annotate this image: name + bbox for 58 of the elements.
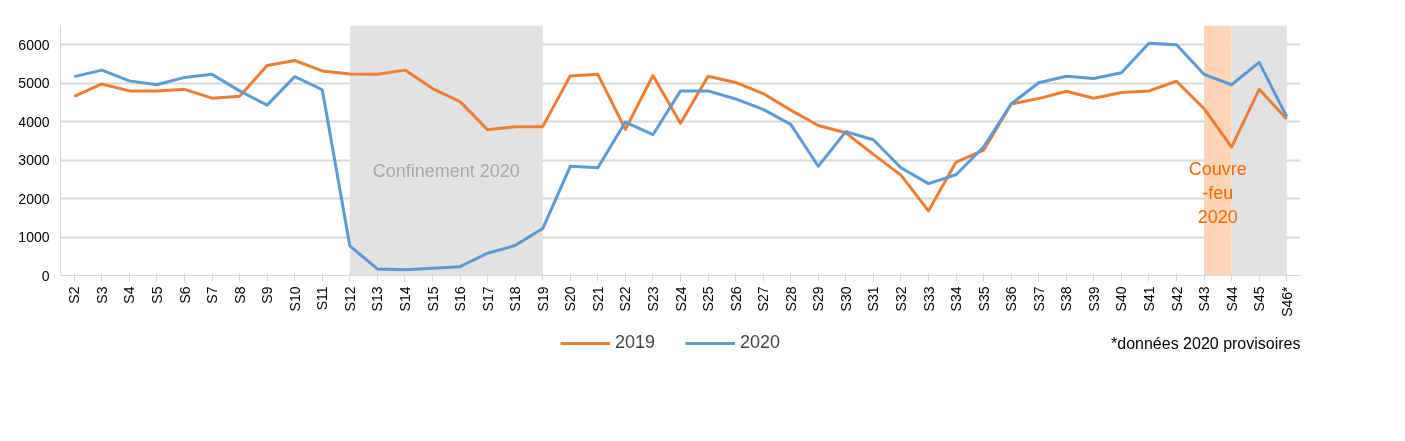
x-tick-label: S18 bbox=[507, 286, 524, 312]
x-tick-label: S4 bbox=[121, 286, 138, 304]
y-tick-label: 4000 bbox=[18, 113, 50, 130]
x-tick-label: S6 bbox=[176, 286, 193, 304]
x-tick-label: S22 bbox=[617, 286, 634, 312]
x-tick-label: S26 bbox=[727, 286, 744, 312]
x-tick-label: S45 bbox=[1251, 286, 1268, 312]
x-tick-label: S20 bbox=[562, 286, 579, 312]
text: *données 2020 provisoires bbox=[1111, 334, 1301, 352]
x-tick-label: S30 bbox=[837, 286, 854, 312]
y-tick-label: 0 bbox=[41, 267, 50, 284]
x-tick-label: S19 bbox=[534, 286, 551, 312]
x-tick-label: S46* bbox=[1278, 285, 1295, 317]
y-tick-label: 6000 bbox=[18, 36, 50, 53]
x-tick-label: S42 bbox=[1168, 286, 1185, 312]
x-tick-label: S38 bbox=[1058, 286, 1075, 312]
x-tick-label: S34 bbox=[948, 286, 965, 312]
x-tick-label: S10 bbox=[286, 286, 303, 312]
x-tick-label: S11 bbox=[314, 286, 331, 311]
x-tick-label: S16 bbox=[452, 286, 469, 312]
y-tick-label: 3000 bbox=[18, 152, 50, 169]
x-tick-label: S36 bbox=[1003, 286, 1020, 312]
x-tick-label: S12 bbox=[341, 286, 358, 312]
x-tick-label: S32 bbox=[892, 286, 909, 312]
x-tick-label: S28 bbox=[782, 286, 799, 312]
x-tick-label: S2 bbox=[66, 286, 83, 304]
x-tick-label: S21 bbox=[589, 286, 606, 312]
band-label: Couvre -feu 2020 bbox=[1188, 159, 1247, 227]
x-tick-label: S44 bbox=[1223, 286, 1240, 312]
x-tick-label: S25 bbox=[700, 286, 717, 312]
x-tick-label: S13 bbox=[369, 286, 386, 312]
x-tick-label: S9 bbox=[259, 286, 276, 304]
x-tick-label: S27 bbox=[755, 286, 772, 312]
x-tick-label: S23 bbox=[644, 286, 661, 312]
x-tick-label: S8 bbox=[231, 286, 248, 304]
x-tick-label: S31 bbox=[865, 286, 882, 312]
legend-label: 2019 bbox=[615, 332, 656, 353]
x-tick-label: S35 bbox=[975, 286, 992, 312]
x-tick-label: S43 bbox=[1196, 286, 1213, 312]
x-tick-label: S3 bbox=[93, 286, 110, 304]
x-tick-label: S7 bbox=[204, 286, 221, 304]
x-tick-label: S24 bbox=[672, 286, 689, 312]
x-tick-label: S41 bbox=[1140, 286, 1157, 312]
x-tick-label: S5 bbox=[148, 286, 165, 304]
y-tick-label: 1000 bbox=[18, 229, 50, 246]
line-series bbox=[72, 41, 1289, 272]
x-tick-label: S14 bbox=[396, 286, 413, 312]
x-tick-label: S15 bbox=[424, 286, 441, 312]
x-tick-label: S39 bbox=[1085, 286, 1102, 312]
x-tick-label: S37 bbox=[1030, 286, 1047, 312]
x-tick-label: S33 bbox=[920, 286, 937, 312]
x-tick-label: S17 bbox=[479, 286, 496, 312]
band-label: Confinement 2020 bbox=[372, 160, 520, 181]
y-tick-label: 5000 bbox=[18, 75, 50, 92]
x-tick-label: S29 bbox=[810, 286, 827, 312]
legend-label: 2020 bbox=[740, 332, 781, 353]
x-tick-label: S40 bbox=[1113, 286, 1130, 312]
y-tick-label: 2000 bbox=[18, 190, 50, 207]
